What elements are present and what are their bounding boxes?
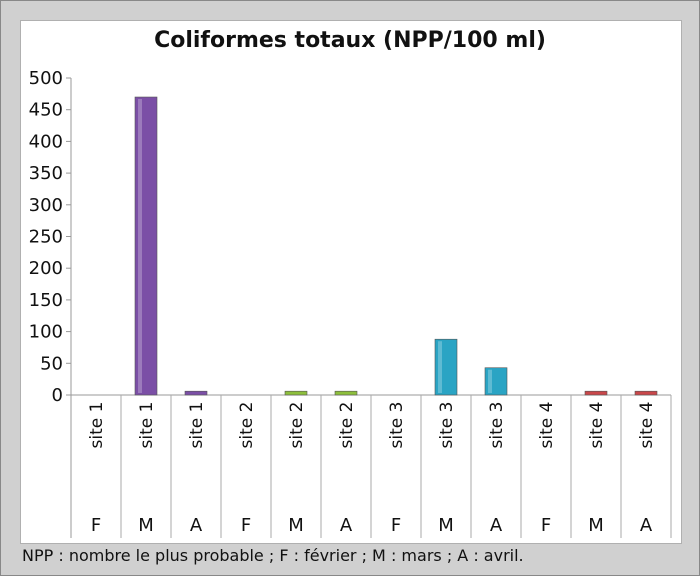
y-tick-label: 0 — [52, 385, 63, 406]
x-category-label: site 2 — [287, 402, 307, 449]
x-month-label: M — [138, 515, 154, 536]
y-tick-label: 150 — [29, 290, 63, 311]
y-tick-label: 300 — [29, 195, 63, 216]
bar-highlight — [138, 99, 142, 394]
x-category-label: site 1 — [87, 402, 107, 449]
x-month-label: A — [640, 515, 653, 536]
x-category-label: site 3 — [387, 402, 407, 449]
bar-highlight — [438, 341, 442, 393]
bar — [184, 390, 208, 396]
x-month-label: M — [438, 515, 454, 536]
y-tick-label: 400 — [29, 131, 63, 152]
x-month-label: A — [490, 515, 503, 536]
x-category-label: site 1 — [137, 402, 157, 449]
plot-panel — [20, 20, 682, 544]
y-tick-label: 350 — [29, 163, 63, 184]
x-month-label: F — [91, 515, 101, 536]
y-tick-label: 200 — [29, 258, 63, 279]
x-month-label: M — [288, 515, 304, 536]
x-category-label: site 4 — [587, 402, 607, 449]
bar — [134, 96, 158, 396]
x-month-label: A — [190, 515, 203, 536]
y-tick-label: 50 — [40, 353, 63, 374]
y-tick-label: 500 — [29, 68, 63, 89]
chart-title: Coliformes totaux (NPP/100 ml) — [154, 28, 546, 53]
x-category-label: site 2 — [237, 402, 257, 449]
x-category-label: site 2 — [337, 402, 357, 449]
x-category-label: site 4 — [637, 402, 657, 449]
bar — [634, 390, 658, 396]
x-month-label: A — [340, 515, 353, 536]
bar — [334, 390, 358, 396]
bar — [284, 390, 308, 396]
bar — [434, 338, 458, 396]
y-tick-label: 100 — [29, 322, 63, 343]
x-month-label: F — [391, 515, 401, 536]
bar — [484, 367, 508, 396]
x-month-label: F — [241, 515, 251, 536]
x-category-label: site 3 — [437, 402, 457, 449]
x-category-label: site 4 — [537, 402, 557, 449]
footnote: NPP : nombre le plus probable ; F : févr… — [22, 546, 524, 565]
y-tick-label: 250 — [29, 227, 63, 248]
bar — [584, 390, 608, 396]
x-month-label: F — [541, 515, 551, 536]
y-tick-label: 450 — [29, 100, 63, 121]
x-category-label: site 3 — [487, 402, 507, 449]
x-month-label: M — [588, 515, 604, 536]
x-category-label: site 1 — [187, 402, 207, 449]
bar-highlight — [488, 369, 492, 393]
